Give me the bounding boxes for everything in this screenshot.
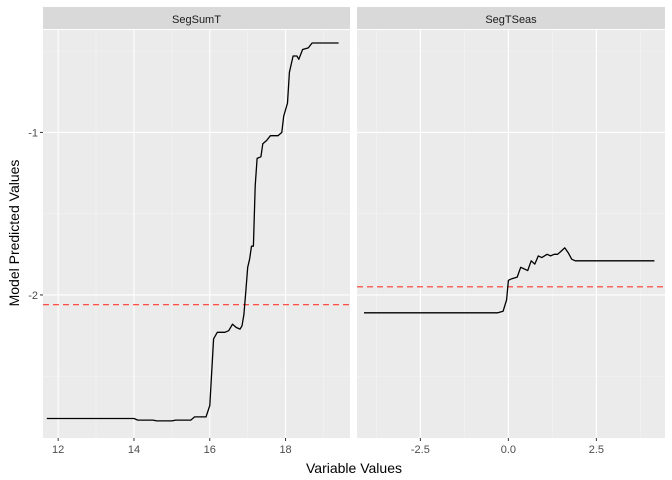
x-tick-label: -2.5 [411, 444, 430, 456]
x-tick-label: 14 [128, 444, 140, 456]
x-tick-label: 0.0 [501, 444, 516, 456]
panel-background [357, 30, 665, 438]
series-line [364, 247, 655, 314]
y-axis-title: Model Predicted Values [6, 160, 22, 307]
facet-panel: SegTSeas -2.5 0.0 2.5 [357, 7, 665, 456]
x-tick-label: 16 [204, 444, 216, 456]
x-tick-label: 2.5 [589, 444, 604, 456]
x-tick-label: 18 [279, 444, 291, 456]
facet-panel: SegSumT 12 14 16 18 [43, 7, 350, 456]
strip-background [43, 7, 350, 29]
panel-background [43, 30, 350, 438]
y-axis: -1 -2 [28, 127, 43, 302]
x-tick-label: 12 [52, 444, 64, 456]
y-tick-label: -1 [28, 127, 38, 139]
y-tick-label: -2 [28, 290, 38, 302]
facet-panels: SegSumT 12 14 16 18 SegTSeas -2.5 0.0 2.5 [43, 7, 665, 456]
strip-label: SegTSeas [485, 14, 537, 26]
x-axis-title: Variable Values [306, 460, 402, 476]
strip-label: SegSumT [172, 14, 221, 26]
series-line [46, 42, 339, 422]
strip-background [357, 7, 665, 29]
